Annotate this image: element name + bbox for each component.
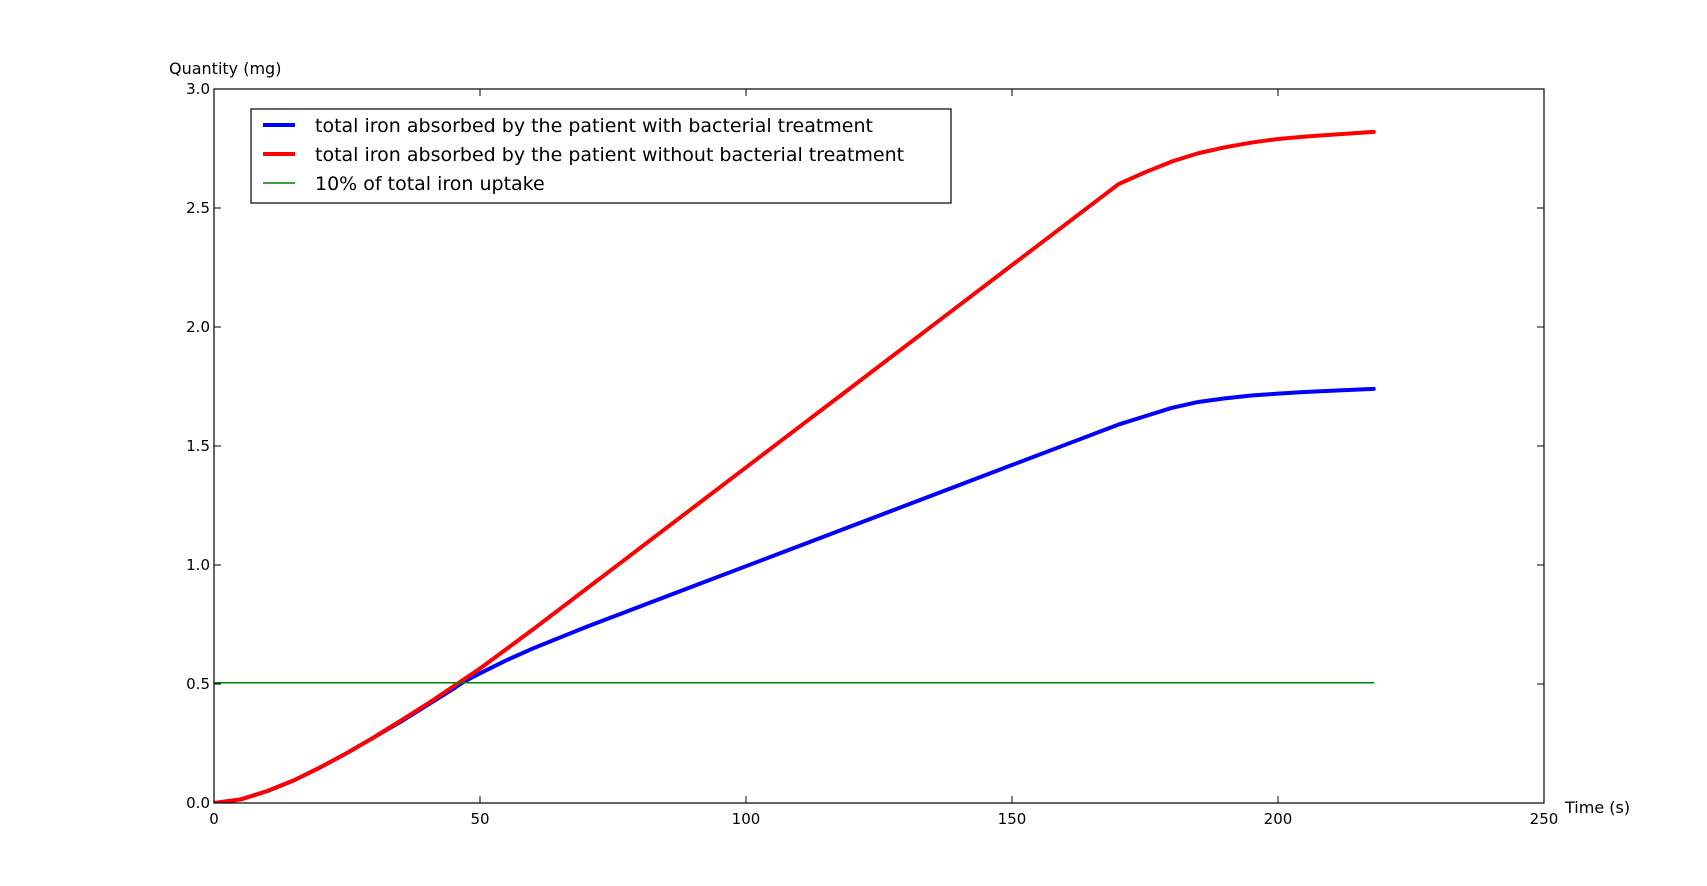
x-tick-label: 250 [1530, 810, 1559, 828]
y-tick-label: 1.5 [186, 437, 210, 455]
y-tick-label: 2.0 [186, 318, 210, 336]
y-tick-label: 2.5 [186, 199, 210, 217]
legend-label: total iron absorbed by the patient witho… [315, 144, 904, 166]
legend-box [250, 108, 952, 204]
x-tick-label: 100 [732, 810, 761, 828]
y-tick-label: 0.0 [186, 794, 210, 812]
plot-area [214, 129, 1376, 803]
x-axis-label: Time (s) [1564, 798, 1630, 817]
legend-label: 10% of total iron uptake [315, 173, 545, 195]
axes: 0 50 100 150 200 250 0.0 0.5 1.0 1.5 2.0 2.5 3.0 [186, 80, 1558, 828]
y-tick-label: 1.0 [186, 556, 210, 574]
x-tick-label: 150 [998, 810, 1027, 828]
legend: total iron absorbed by the patient with … [250, 108, 952, 204]
x-tick-label: 50 [470, 810, 489, 828]
y-tick-label: 3.0 [186, 80, 210, 98]
series-line-2 [214, 129, 1376, 803]
y-axis-label: Quantity (mg) [169, 59, 281, 78]
legend-label: total iron absorbed by the patient with … [315, 115, 873, 137]
x-tick-label: 200 [1264, 810, 1293, 828]
y-tick-label: 0.5 [186, 675, 210, 693]
series-line-1 [214, 386, 1376, 803]
x-tick-label: 0 [209, 810, 219, 828]
